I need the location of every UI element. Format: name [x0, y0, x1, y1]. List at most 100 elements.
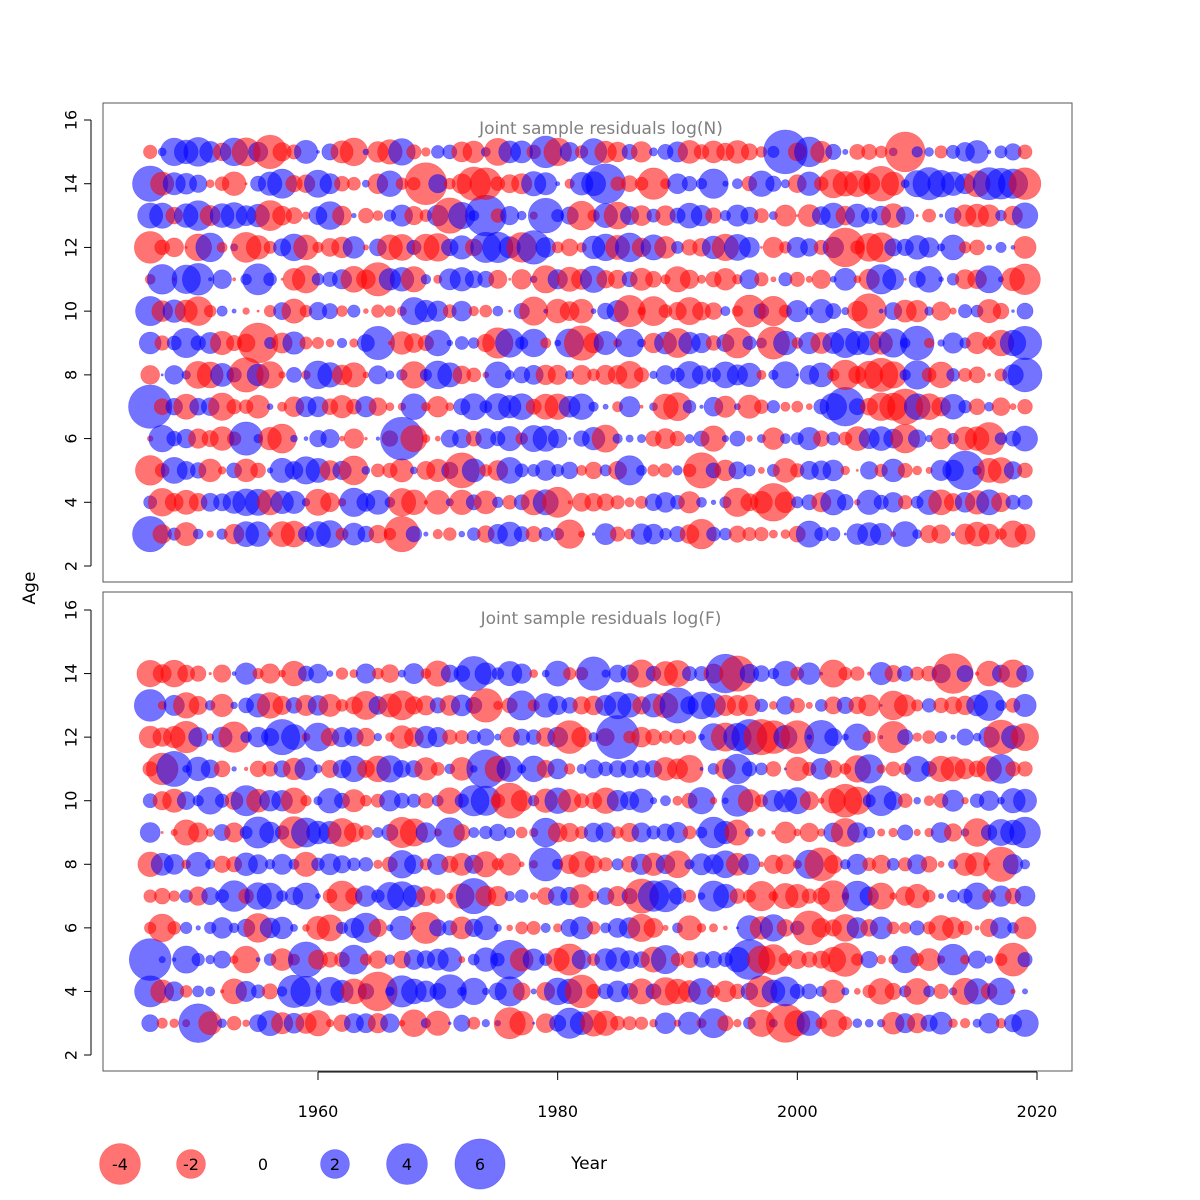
residual-bubble — [231, 308, 237, 314]
residual-bubble — [356, 727, 376, 747]
residual-bubble — [1016, 664, 1034, 683]
residual-bubble — [504, 370, 515, 380]
residual-bubble — [361, 465, 371, 475]
residual-bubble — [912, 465, 923, 476]
residual-bubble — [601, 669, 610, 678]
residual-bubble — [477, 728, 495, 746]
residual-bubble — [336, 337, 348, 349]
residual-bubble — [860, 950, 878, 969]
residual-bubble — [843, 532, 847, 536]
residual-bubble — [758, 861, 765, 868]
residual-bubble — [242, 1019, 250, 1027]
residual-bubble — [911, 699, 924, 712]
residual-bubble — [584, 461, 603, 480]
residual-bubble — [358, 857, 374, 872]
residual-bubble — [863, 826, 876, 839]
y-tick-label: 4 — [62, 497, 81, 507]
residual-bubble — [303, 436, 309, 441]
residual-bubble — [169, 1018, 179, 1028]
x-tick-label: 1980 — [537, 1102, 578, 1121]
residual-bubble — [899, 325, 935, 361]
residual-bubble — [498, 852, 522, 876]
y-tick-label: 16 — [62, 600, 81, 620]
legend-bubble — [99, 1143, 141, 1185]
residual-bubble — [446, 339, 454, 347]
residual-bubble — [420, 274, 432, 285]
residual-bubble — [540, 922, 551, 933]
residual-bubble — [943, 823, 963, 842]
residual-bubble — [347, 304, 361, 318]
residual-bubble — [753, 665, 770, 682]
residual-bubble — [878, 308, 884, 314]
residual-bubble — [708, 923, 719, 933]
residual-bubble — [508, 309, 512, 313]
residual-bubble — [897, 793, 913, 809]
residual-bubble — [598, 857, 613, 872]
residual-bubble — [825, 143, 842, 160]
residual-bubble — [938, 276, 944, 283]
residual-bubble — [838, 666, 853, 681]
residual-bubble — [192, 985, 205, 998]
residual-bubble — [915, 214, 919, 218]
residual-bubble — [349, 338, 359, 348]
residual-bubble — [213, 760, 231, 778]
y-tick-label: 14 — [62, 174, 81, 194]
residual-bubble — [754, 526, 769, 542]
residual-bubble — [256, 309, 260, 313]
residual-bubble — [195, 925, 201, 931]
residual-bubble — [833, 267, 857, 291]
residual-bubble — [375, 436, 381, 441]
residual-bubble — [1016, 302, 1034, 320]
residual-bubble — [164, 365, 184, 385]
residual-bubble — [669, 430, 686, 447]
residual-bubble — [506, 924, 514, 932]
residual-bubble — [912, 732, 922, 742]
y-axis: 2 4 6 8 10 12 14 16 — [62, 600, 92, 1060]
residual-bubble — [514, 463, 529, 478]
residual-bubble — [949, 307, 957, 315]
residual-bubble — [798, 662, 821, 685]
residual-bubble — [547, 428, 568, 449]
residual-bubble — [191, 952, 205, 967]
residual-bubble — [770, 276, 777, 283]
y-tick-label: 10 — [62, 791, 81, 811]
residual-bubble — [458, 956, 466, 964]
residual-bubble — [765, 175, 782, 192]
residual-bubble — [160, 373, 164, 377]
residual-bubble — [861, 143, 878, 160]
residual-bubble — [341, 362, 367, 388]
residual-bubble — [1017, 462, 1033, 479]
residual-bubble — [956, 665, 974, 683]
residual-bubble — [325, 338, 335, 348]
residual-bubble — [913, 796, 921, 805]
residual-bubble — [618, 396, 641, 418]
legend-label: -2 — [183, 1155, 199, 1174]
residual-bubble — [639, 404, 644, 409]
residual-bubble — [757, 466, 765, 474]
legend-label: 2 — [330, 1155, 340, 1174]
residual-bubble — [560, 461, 579, 480]
residual-bubble — [221, 171, 247, 196]
residual-bubble — [590, 308, 597, 315]
residual-bubble — [1013, 788, 1037, 813]
residual-bubble — [969, 239, 985, 256]
residual-bubble — [862, 730, 876, 744]
residual-bubble — [836, 493, 854, 511]
residual-bubble — [504, 826, 516, 839]
residual-bubble — [789, 271, 805, 287]
residual-bubble — [591, 532, 596, 536]
residual-bubble — [1010, 988, 1016, 995]
residual-bubble — [922, 208, 937, 223]
residual-bubble — [799, 822, 819, 843]
residual-bubble — [984, 955, 994, 964]
residual-bubble — [714, 395, 737, 418]
legend-bubble — [320, 1149, 350, 1179]
residual-bubble — [206, 530, 214, 538]
residual-bubble — [958, 304, 973, 319]
residual-bubble — [801, 983, 818, 1000]
residual-bubble — [913, 828, 921, 837]
residual-bubble — [1008, 167, 1042, 200]
residual-bubble — [320, 492, 340, 513]
residual-bubble — [645, 270, 662, 288]
y-tick-label: 6 — [62, 923, 81, 933]
